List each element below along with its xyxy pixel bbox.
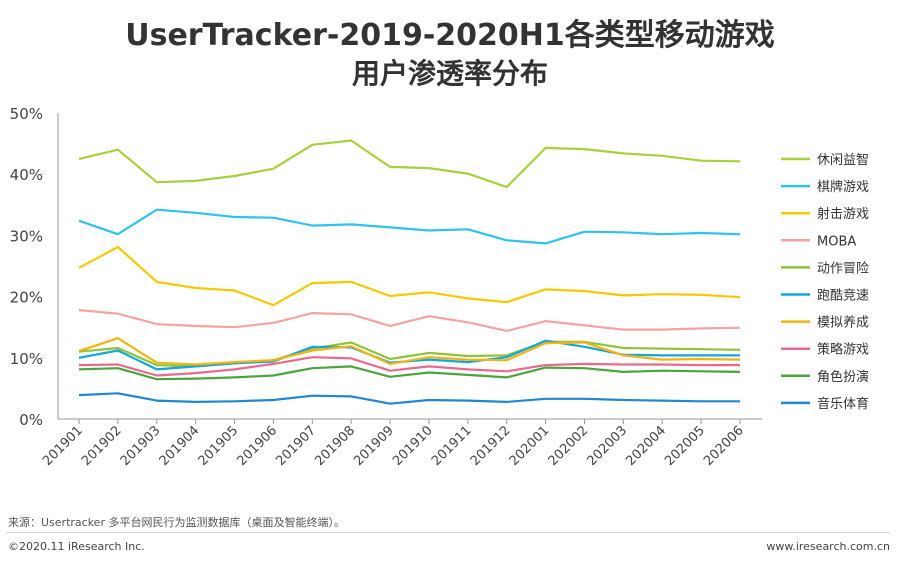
legend-label: MOBA [817, 234, 856, 249]
x-tick-label: 201909 [351, 423, 397, 469]
series-line [78, 139, 741, 189]
website-link[interactable]: www.iresearch.com.cn [766, 540, 890, 553]
x-tick-label: 202004 [623, 423, 669, 469]
legend-label: 休闲益智 [817, 153, 869, 168]
x-tick-label: 201910 [390, 423, 436, 469]
legend-label: 射击游戏 [817, 206, 869, 222]
source-note: 来源：Usertracker 多平台网民行为监测数据库（桌面及智能终端）。 [8, 516, 345, 529]
y-tick-label: 0% [19, 411, 43, 429]
legend-label: 策略游戏 [817, 342, 869, 358]
x-tick-label: 201901 [40, 423, 86, 469]
footer-divider [6, 532, 890, 533]
series-line [78, 208, 741, 245]
x-tick-label: 201911 [429, 423, 475, 469]
x-tick-label: 201902 [79, 423, 125, 469]
x-tick-label: 201907 [273, 423, 319, 469]
copyright-text: ©2020.11 iResearch Inc. [8, 540, 145, 553]
x-tick-label: 202005 [662, 423, 708, 469]
legend-label: 跑酷竞速 [817, 288, 869, 304]
series-line [78, 356, 740, 377]
y-tick-label: 20% [10, 289, 43, 307]
x-tick-label: 201903 [118, 423, 164, 469]
y-tick-label: 30% [10, 227, 43, 245]
legend-label: 棋牌游戏 [817, 179, 869, 195]
x-tick-label: 201912 [468, 423, 514, 469]
chart-title-line1: UserTracker-2019-2020H1各类型移动游戏 [125, 18, 775, 53]
series-line [78, 245, 741, 307]
legend-label: 音乐体育 [817, 396, 869, 412]
legend-label: 模拟养成 [817, 315, 869, 331]
legend-label: 角色扮演 [817, 369, 869, 385]
x-tick-label: 202002 [546, 423, 592, 469]
x-tick-label: 201905 [196, 423, 242, 469]
y-tick-label: 10% [10, 350, 43, 368]
y-tick-label: 50% [10, 105, 43, 123]
x-tick-label: 202003 [584, 423, 630, 469]
chart-title-line2: 用户渗透率分布 [351, 57, 548, 90]
y-tick-label: 40% [10, 166, 43, 184]
legend-label: 动作冒险 [817, 261, 869, 276]
series-line [78, 392, 740, 405]
x-tick-label: 201906 [235, 423, 281, 469]
series-line [78, 309, 741, 332]
x-tick-label: 202001 [507, 423, 553, 469]
series-line [78, 337, 741, 366]
x-tick-label: 201908 [312, 423, 358, 469]
series-line [78, 365, 741, 381]
x-tick-label: 202006 [701, 423, 747, 469]
x-tick-label: 201904 [157, 423, 203, 469]
